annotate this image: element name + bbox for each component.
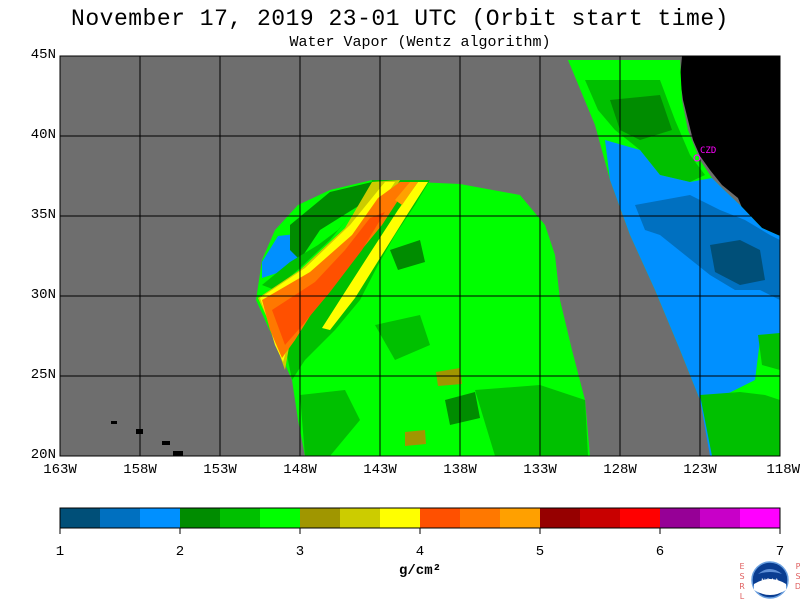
logo-letter: R [739,582,745,591]
page-title: November 17, 2019 23-01 UTC (Orbit start… [71,6,729,32]
colorbar-swatch [500,508,541,528]
land-north-america [680,56,780,236]
colorbar-swatch [140,508,181,528]
graticule [60,56,780,456]
colorbar-swatch [580,508,621,528]
colorbar-swatch [100,508,141,528]
colorbar-swatch [220,508,261,528]
latitude-label: 45N [30,47,56,63]
station-marker [693,154,701,162]
colorbar-swatch [340,508,381,528]
island-maui [162,441,170,445]
colorbar-tick-label: 2 [175,544,185,560]
colorbar-swatch [420,508,461,528]
logo-letter: E [739,562,745,571]
island-kauai [111,421,117,424]
map-area [60,56,780,456]
colorbar [59,507,781,534]
longitude-label: 128W [603,462,637,478]
colorbar-swatch [300,508,341,528]
colorbar-swatch [660,508,701,528]
logo-letter: S [739,572,745,581]
longitude-label: 123W [683,462,717,478]
longitude-label: 148W [283,462,317,478]
colorbar-swatch [700,508,741,528]
longitude-label: 133W [523,462,557,478]
latitude-label: 40N [30,127,56,143]
colorbar-swatch [180,508,221,528]
logo-letter: L [739,592,745,601]
map-frame [59,55,781,457]
longitude-label: 158W [123,462,157,478]
station-label-czd: CZD [700,146,717,156]
colorbar-swatch [60,508,101,528]
colorbar-tick-label: 6 [655,544,665,560]
colorbar-swatch [620,508,661,528]
colorbar-units: g/cm² [398,563,441,579]
colorbar-tick-label: 4 [415,544,425,560]
longitude-label: 153W [203,462,237,478]
longitude-label: 138W [443,462,477,478]
page-subtitle: Water Vapor (Wentz algorithm) [289,34,551,51]
colorbar-swatch [260,508,301,528]
noaa-logo-text: NOAA [761,578,779,585]
latitude-label: 20N [30,447,56,463]
longitude-label: 118W [766,462,800,478]
colorbar-swatch [380,508,421,528]
colorbar-tick-label: 1 [55,544,65,560]
logo-letter: S [795,572,800,581]
colorbar-swatch [460,508,501,528]
latitude-label: 35N [30,207,56,223]
colorbar-tick-label: 3 [295,544,305,560]
longitude-label: 143W [363,462,397,478]
eastern-swath [568,60,780,456]
colorbar-swatch [540,508,581,528]
island-hawaii [173,451,183,456]
colorbar-tick-label: 5 [535,544,545,560]
colorbar-tick-label: 7 [775,544,785,560]
latitude-label: 25N [30,367,56,383]
logo-letter: D [794,582,800,591]
logo-letter: P [795,562,800,571]
longitude-label: 163W [43,462,77,478]
noaa-logo: NOAA [751,561,789,599]
latitude-label: 30N [30,287,56,303]
colorbar-swatch [740,508,781,528]
